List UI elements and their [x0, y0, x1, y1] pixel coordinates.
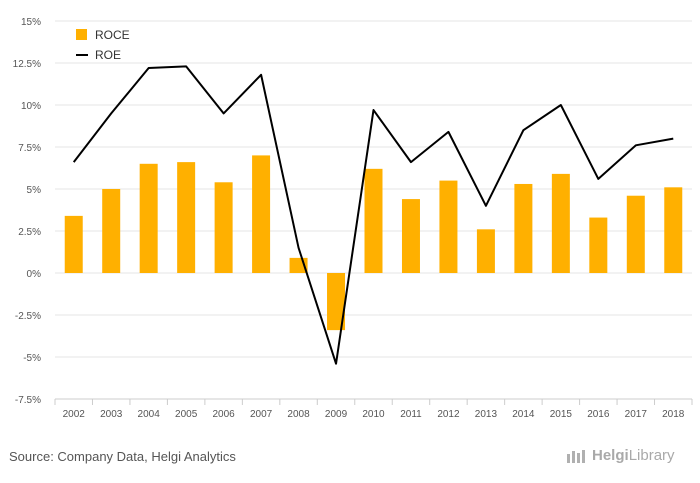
roce-bar — [327, 273, 346, 331]
legend-roce-swatch — [76, 29, 87, 40]
x-tick-label: 2016 — [587, 409, 610, 420]
brand-suffix: Library — [628, 447, 675, 464]
x-tick-label: 2005 — [175, 409, 198, 420]
roce-bar — [64, 215, 83, 273]
y-tick-label: 10% — [21, 101, 41, 112]
source-note: Source: Company Data, Helgi Analytics — [9, 449, 236, 464]
roe-line-group — [72, 65, 674, 365]
roce-bar — [664, 187, 683, 273]
roce-bar — [214, 182, 233, 273]
y-tick-label: 0% — [27, 269, 42, 280]
roce-bar — [102, 189, 121, 273]
roce-bar — [439, 180, 458, 273]
x-tick-label: 2003 — [100, 409, 123, 420]
x-tick-label: 2010 — [362, 409, 385, 420]
x-tick-label: 2004 — [138, 409, 161, 420]
roe-line — [72, 65, 674, 365]
brand-prefix: Helgi — [592, 447, 629, 464]
roce-bars — [64, 155, 683, 331]
x-tick-label: 2014 — [512, 409, 535, 420]
y-tick-label: 5% — [27, 185, 42, 196]
y-tick-label: 7.5% — [18, 143, 41, 154]
x-axis — [54, 398, 693, 405]
legend-roe-label: ROE — [95, 48, 121, 62]
y-tick-label: -2.5% — [15, 311, 41, 322]
roce-bar — [476, 229, 495, 273]
x-tick-label: 2007 — [250, 409, 273, 420]
legend: ROCE ROE — [76, 28, 130, 62]
roce-bar — [364, 168, 383, 273]
x-tick-label: 2009 — [325, 409, 348, 420]
roce-bar — [252, 155, 271, 273]
y-tick-label: -5% — [23, 353, 41, 364]
x-tick-label: 2006 — [212, 409, 235, 420]
roce-bar — [514, 183, 533, 273]
roce-bar — [177, 162, 196, 273]
y-tick-label: -7.5% — [15, 395, 41, 406]
roce-bar — [139, 163, 158, 273]
x-tick-label: 2017 — [625, 409, 648, 420]
x-tick-label: 2018 — [662, 409, 685, 420]
x-tick-label: 2008 — [287, 409, 310, 420]
x-tick-label: 2013 — [475, 409, 498, 420]
roce-bar — [551, 173, 570, 273]
y-tick-label: 2.5% — [18, 227, 41, 238]
x-tick-label: 2015 — [550, 409, 573, 420]
roce-bar — [401, 199, 420, 273]
x-tick-label: 2002 — [63, 409, 86, 420]
library-icon — [567, 449, 585, 463]
x-tick-label: 2011 — [400, 409, 422, 420]
roce-bar — [626, 195, 645, 273]
x-tick-label: 2012 — [437, 409, 460, 420]
chart-area: 15% 12.5% 10% 7.5% 5% 2.5% 0% -2.5% -5% -7.5% 200… — [13, 17, 693, 420]
y-axis-ticks: 15% 12.5% 10% 7.5% 5% 2.5% 0% -2.5% -5% -7.5% — [13, 17, 41, 406]
y-tick-label: 15% — [21, 17, 41, 28]
legend-roce-label: ROCE — [95, 28, 130, 42]
y-tick-label: 12.5% — [13, 59, 41, 70]
x-axis-ticks: 2002 2003 2004 2005 2006 2007 2008 2009 2010 2011… — [63, 409, 685, 420]
helgi-library-logo: HelgiLibrary — [566, 447, 675, 464]
roce-bar — [589, 217, 608, 273]
